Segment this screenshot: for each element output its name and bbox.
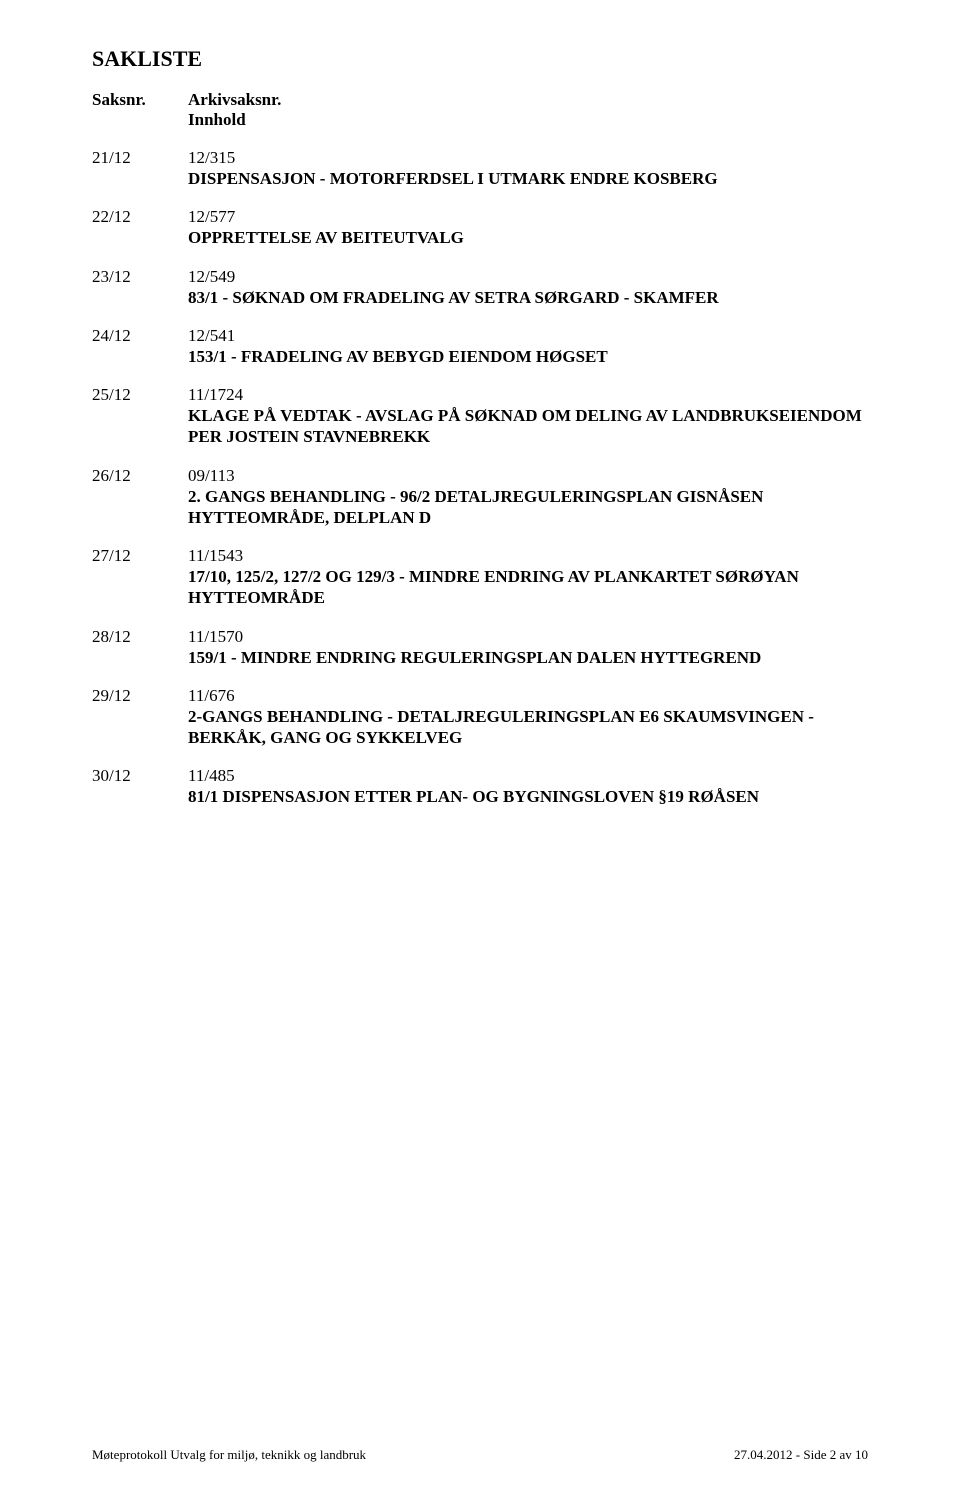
document-page: SAKLISTE Saksnr. Arkivsaksnr. Innhold 21…	[0, 0, 960, 808]
footer-left: Møteprotokoll Utvalg for miljø, teknikk …	[92, 1447, 366, 1463]
arkivsaksnr-value: 11/485	[188, 766, 868, 786]
entry-content: 11/485 81/1 DISPENSASJON ETTER PLAN- OG …	[188, 766, 868, 807]
arkivsaksnr-value: 12/549	[188, 267, 868, 287]
entry-title: 81/1 DISPENSASJON ETTER PLAN- OG BYGNING…	[188, 786, 868, 807]
arkivsaksnr-value: 12/577	[188, 207, 868, 227]
entry-content: 11/1724 KLAGE PÅ VEDTAK - AVSLAG PÅ SØKN…	[188, 385, 868, 448]
entry-content: 12/549 83/1 - SØKNAD OM FRADELING AV SET…	[188, 267, 868, 308]
entry-title: OPPRETTELSE AV BEITEUTVALG	[188, 227, 868, 248]
entry-content: 11/676 2-GANGS BEHANDLING - DETALJREGULE…	[188, 686, 868, 749]
entry-title: KLAGE PÅ VEDTAK - AVSLAG PÅ SØKNAD OM DE…	[188, 405, 868, 448]
entry-content: 11/1570 159/1 - MINDRE ENDRING REGULERIN…	[188, 627, 868, 668]
footer-right: 27.04.2012 - Side 2 av 10	[734, 1447, 868, 1463]
entry-title: DISPENSASJON - MOTORFERDSEL I UTMARK END…	[188, 168, 868, 189]
table-row: 27/12 11/1543 17/10, 125/2, 127/2 OG 129…	[92, 546, 868, 609]
table-row: 24/12 12/541 153/1 - FRADELING AV BEBYGD…	[92, 326, 868, 367]
saksnr-cell: 26/12	[92, 466, 188, 529]
page-footer: Møteprotokoll Utvalg for miljø, teknikk …	[92, 1447, 868, 1463]
header-innhold: Innhold	[188, 110, 868, 130]
table-row: 29/12 11/676 2-GANGS BEHANDLING - DETALJ…	[92, 686, 868, 749]
arkivsaksnr-value: 11/1543	[188, 546, 868, 566]
entry-content: 12/541 153/1 - FRADELING AV BEBYGD EIEND…	[188, 326, 868, 367]
entry-title: 159/1 - MINDRE ENDRING REGULERINGSPLAN D…	[188, 647, 868, 668]
arkivsaksnr-value: 09/113	[188, 466, 868, 486]
arkivsaksnr-value: 11/676	[188, 686, 868, 706]
entry-title: 153/1 - FRADELING AV BEBYGD EIENDOM HØGS…	[188, 346, 868, 367]
entry-content: 09/113 2. GANGS BEHANDLING - 96/2 DETALJ…	[188, 466, 868, 529]
saksnr-cell: 30/12	[92, 766, 188, 807]
header-arkivsaksnr: Arkivsaksnr.	[188, 90, 868, 110]
table-row: 30/12 11/485 81/1 DISPENSASJON ETTER PLA…	[92, 766, 868, 807]
table-row: 22/12 12/577 OPPRETTELSE AV BEITEUTVALG	[92, 207, 868, 248]
table-row: 28/12 11/1570 159/1 - MINDRE ENDRING REG…	[92, 627, 868, 668]
header-saksnr: Saksnr.	[92, 90, 188, 110]
entry-title: 17/10, 125/2, 127/2 OG 129/3 - MINDRE EN…	[188, 566, 868, 609]
saksnr-cell: 21/12	[92, 148, 188, 189]
arkivsaksnr-value: 12/315	[188, 148, 868, 168]
page-title: SAKLISTE	[92, 46, 868, 72]
table-header-row-2: Innhold	[92, 110, 868, 130]
table-row: 21/12 12/315 DISPENSASJON - MOTORFERDSEL…	[92, 148, 868, 189]
table-row: 26/12 09/113 2. GANGS BEHANDLING - 96/2 …	[92, 466, 868, 529]
entry-content: 12/315 DISPENSASJON - MOTORFERDSEL I UTM…	[188, 148, 868, 189]
table-header-row-1: Saksnr. Arkivsaksnr.	[92, 90, 868, 110]
entry-title: 2-GANGS BEHANDLING - DETALJREGULERINGSPL…	[188, 706, 868, 749]
saksnr-cell: 25/12	[92, 385, 188, 448]
table-row: 25/12 11/1724 KLAGE PÅ VEDTAK - AVSLAG P…	[92, 385, 868, 448]
arkivsaksnr-value: 11/1724	[188, 385, 868, 405]
table-row: 23/12 12/549 83/1 - SØKNAD OM FRADELING …	[92, 267, 868, 308]
entry-content: 11/1543 17/10, 125/2, 127/2 OG 129/3 - M…	[188, 546, 868, 609]
saksnr-cell: 28/12	[92, 627, 188, 668]
saksnr-cell: 22/12	[92, 207, 188, 248]
entry-title: 83/1 - SØKNAD OM FRADELING AV SETRA SØRG…	[188, 287, 868, 308]
arkivsaksnr-value: 12/541	[188, 326, 868, 346]
saksnr-cell: 23/12	[92, 267, 188, 308]
saksnr-cell: 29/12	[92, 686, 188, 749]
saksnr-cell: 24/12	[92, 326, 188, 367]
entry-content: 12/577 OPPRETTELSE AV BEITEUTVALG	[188, 207, 868, 248]
saksnr-cell: 27/12	[92, 546, 188, 609]
arkivsaksnr-value: 11/1570	[188, 627, 868, 647]
entry-title: 2. GANGS BEHANDLING - 96/2 DETALJREGULER…	[188, 486, 868, 529]
